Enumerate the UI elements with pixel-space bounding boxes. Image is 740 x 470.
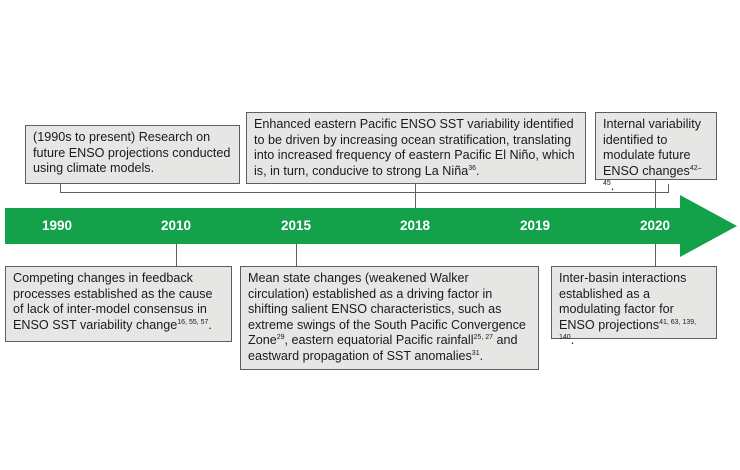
- top-bracket-line: [60, 192, 669, 193]
- event-refs-2010: 16, 55, 57: [177, 318, 209, 326]
- event-box-2018: Enhanced eastern Pacific ENSO SST variab…: [246, 112, 586, 184]
- connector-2015-bottom: [296, 242, 297, 266]
- event-box-2015: Mean state changes (weakened Walker circ…: [240, 266, 539, 370]
- event-refs-2020-bottom: 41, 63, 139, 140: [559, 318, 697, 341]
- event-mid1-2015: , eastern equatorial Pacific rainfall: [284, 333, 474, 347]
- event-tail-2020-bottom: .: [570, 333, 575, 347]
- event-refs-2015-b: 25, 27: [473, 334, 493, 341]
- event-text-2020-top: Internal variability identified to modul…: [603, 117, 701, 178]
- event-text-1990: (1990s to present) Research on future EN…: [33, 130, 231, 175]
- event-tail-2018: .: [476, 163, 480, 178]
- event-tail-2015: .: [479, 348, 484, 363]
- connector-2018-top: [415, 184, 416, 208]
- event-refs-2020-top: 42–45: [603, 164, 702, 187]
- event-mid2-2015: and eastward propagation of SST anomalie…: [248, 333, 518, 363]
- year-1990: 1990: [41, 218, 73, 233]
- event-refs-2015-a: 29: [276, 334, 285, 341]
- event-refs-2018: 36: [468, 164, 477, 172]
- event-tail-2020-top: .: [610, 179, 615, 193]
- event-box-2020-bottom: Inter-basin interactions established as …: [551, 266, 717, 347]
- year-2015: 2015: [280, 218, 312, 233]
- year-2019: 2019: [519, 218, 551, 233]
- connector-2010-bottom: [176, 242, 177, 266]
- event-box-2020-top: Internal variability identified to modul…: [595, 112, 717, 193]
- top-bracket-left-tick: [60, 184, 61, 193]
- connector-2020-bottom: [655, 242, 656, 266]
- event-box-2010: Competing changes in feedback processes …: [5, 266, 232, 342]
- timeline-arrow-shape: [5, 195, 737, 257]
- top-bracket-right-tick: [668, 184, 669, 193]
- year-2020: 2020: [639, 218, 671, 233]
- year-2010: 2010: [160, 218, 192, 233]
- event-tail-2010: .: [208, 317, 212, 332]
- event-text-2018: Enhanced eastern Pacific ENSO SST variab…: [254, 117, 575, 178]
- event-text-2010: Competing changes in feedback processes …: [13, 271, 213, 332]
- year-2018: 2018: [399, 218, 431, 233]
- timeline-arrow: [5, 195, 737, 257]
- event-text-2020-bottom: Inter-basin interactions established as …: [559, 271, 687, 332]
- event-text-2015: Mean state changes (weakened Walker circ…: [248, 271, 526, 347]
- event-refs-2015-c: 31: [471, 349, 480, 357]
- connector-2020-top: [655, 180, 656, 208]
- event-box-1990: (1990s to present) Research on future EN…: [25, 125, 240, 184]
